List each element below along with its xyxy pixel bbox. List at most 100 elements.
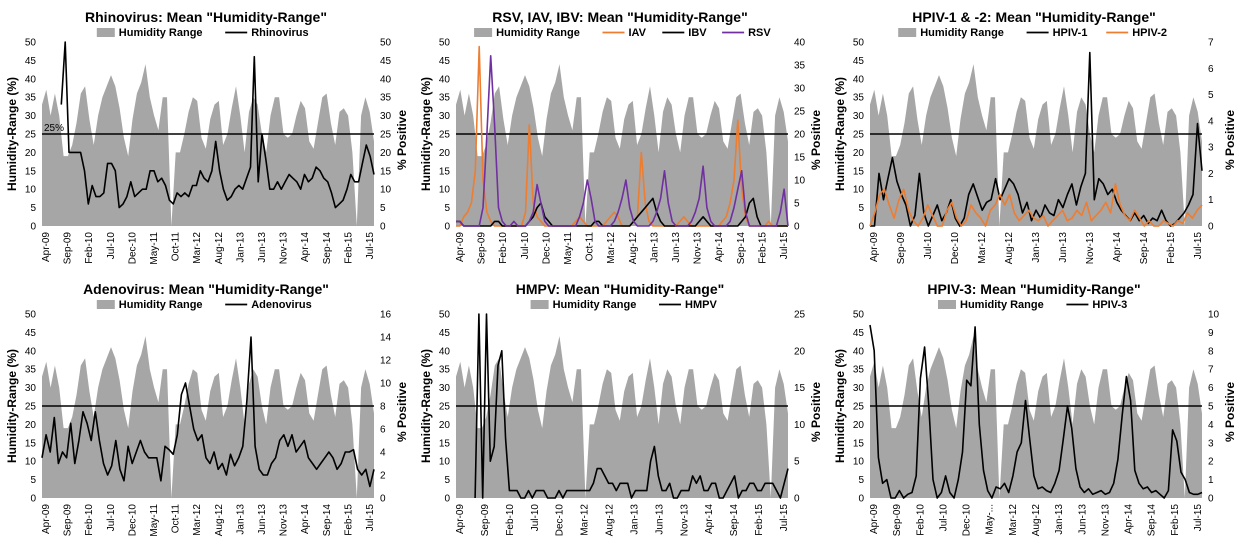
x-tick-label: Feb-10 [915, 504, 926, 536]
x-tick-label: Jan-13 [649, 232, 660, 263]
y2-tick-label: 4 [1208, 116, 1214, 127]
series-line-adenovirus [41, 336, 375, 488]
y-tick-label: 5 [30, 475, 36, 486]
y2-tick-label: 5 [794, 457, 800, 468]
y2-tick-label: 0 [1208, 222, 1214, 233]
y-tick-label: 15 [25, 438, 37, 449]
x-tick-label: Jul-15 [779, 232, 790, 260]
humidity-range-area [42, 336, 374, 498]
y2-tick-label: 6 [380, 425, 386, 436]
y-tick-label: 35 [439, 365, 451, 376]
x-tick-label: Jun-13 [1077, 504, 1088, 535]
y-tick-label: 30 [439, 111, 451, 122]
x-tick-label: Apr-14 [300, 504, 311, 534]
y-tick-label: 0 [858, 222, 864, 233]
x-tick-label: Aug-12 [628, 232, 639, 265]
y-axis-label: Humidity-Range (%) [419, 77, 433, 191]
y-axis-label: Humidity-Range (%) [419, 349, 433, 463]
x-tick-label: Sep-09 [63, 232, 74, 265]
series-line-hmpv [474, 313, 789, 499]
y2-tick-label: 16 [380, 310, 392, 321]
y-tick-label: 20 [25, 420, 37, 431]
x-tick-label: May-... [985, 504, 996, 535]
x-tick-label: Jul-10 [530, 504, 541, 532]
y-tick-label: 20 [439, 148, 451, 159]
x-tick-label: Sep-09 [477, 232, 488, 265]
y-tick-label: 30 [25, 383, 37, 394]
y-tick-label: 30 [853, 111, 865, 122]
y-tick-label: 45 [439, 328, 451, 339]
y-tick-label: 45 [25, 328, 37, 339]
x-tick-label: Sep-14 [1147, 504, 1158, 537]
chart-svg: Rhinovirus: Mean "Humidity-Range" 0 5 10 15 2… [5, 9, 409, 265]
y-tick-label: 0 [30, 222, 36, 233]
legend-item-adenovirus: Adenovirus [225, 299, 312, 311]
chart-title: HPIV-1 & -2: Mean "Humidity-Range" [912, 9, 1156, 25]
y2-tick-label: 4 [380, 448, 386, 459]
y-tick-label: 20 [25, 148, 37, 159]
x-tick-label: Sep-09 [480, 504, 491, 537]
x-tick-label: Oct-11 [171, 232, 182, 262]
legend-label: Adenovirus [251, 299, 312, 311]
x-tick-label: Dec-10 [541, 232, 552, 265]
y-tick-label: 25 [853, 130, 865, 141]
x-tick-label: Sep-14 [1139, 232, 1150, 265]
legend-swatch [474, 28, 493, 37]
y-axis-label: Humidity-Range (%) [5, 349, 19, 463]
y2-axis-label: % Positive [809, 110, 823, 170]
y2-tick-label: 15 [380, 166, 392, 177]
x-tick-label: Apr-09 [41, 504, 52, 534]
y-tick-label: 35 [853, 93, 865, 104]
x-tick-label: Feb-15 [343, 232, 354, 264]
legend-label: Humidity Range [119, 299, 203, 311]
x-tick-label: Nov-13 [1100, 504, 1111, 537]
legend-label: HPIV-3 [1092, 299, 1127, 311]
legend-label: Humidity Range [920, 27, 1004, 39]
legend-item-humidity-range: Humidity Range [898, 27, 1004, 39]
chart-hpiv-3: HPIV-3: Mean "Humidity-Range" 0 5 10 15 20 25 3… [828, 272, 1240, 542]
y-tick-label: 20 [853, 148, 865, 159]
x-tick-label: May-11 [563, 232, 574, 265]
legend-label: HPIV-1 [1053, 27, 1088, 39]
y-tick-label: 5 [858, 475, 864, 486]
y-tick-label: 50 [853, 38, 865, 49]
x-tick-label: Mar-12 [977, 232, 988, 264]
y2-tick-label: 5 [380, 203, 386, 214]
chart-hmpv: HMPV: Mean "Humidity-Range" 0 5 10 15 20 25 30 3… [414, 272, 826, 542]
y2-tick-label: 25 [794, 107, 806, 118]
legend-swatch [898, 28, 917, 37]
y2-tick-label: 8 [1208, 346, 1214, 357]
x-tick-label: Jun-13 [654, 504, 665, 535]
y2-axis-label: % Positive [395, 382, 409, 442]
chart-rhinovirus: Rhinovirus: Mean "Humidity-Range" 0 5 10 15 2… [0, 0, 412, 270]
chart-adenovirus: Adenovirus: Mean "Humidity-Range" 0 5 10 15 2… [0, 272, 412, 542]
legend-label: Humidity Range [960, 299, 1044, 311]
x-tick-label: Sep-14 [736, 232, 747, 265]
chart-svg: HPIV-3: Mean "Humidity-Range"05101520253… [833, 281, 1237, 537]
x-tick-label: May-11 [149, 504, 160, 537]
y-tick-label: 0 [30, 494, 36, 505]
reference-line-label: 25% [44, 123, 64, 134]
y-tick-label: 40 [853, 346, 865, 357]
legend-item-humidity-range: Humidity Range [938, 299, 1044, 311]
x-tick-label: Dec-10 [127, 232, 138, 265]
y2-tick-label: 15 [794, 153, 806, 164]
x-tick-label: Nov-13 [279, 232, 290, 265]
humidity-range-area [456, 64, 788, 226]
y2-axis-label: % Positive [395, 110, 409, 170]
y-tick-label: 10 [25, 185, 37, 196]
legend-swatch [530, 300, 549, 309]
legend-item-hmpv: HMPV [659, 299, 717, 311]
y2-tick-label: 15 [794, 383, 806, 394]
x-tick-label: Jul-15 [365, 232, 376, 260]
x-tick-label: Apr-09 [455, 232, 466, 262]
legend-label: RSV [748, 27, 771, 39]
y-tick-label: 40 [439, 346, 451, 357]
x-tick-label: Apr-14 [714, 232, 725, 262]
x-tick-label: Mar-12 [606, 232, 617, 264]
y2-tick-label: 14 [380, 333, 392, 344]
y-tick-label: 50 [439, 38, 451, 49]
chart-title: HMPV: Mean "Humidity-Range" [516, 281, 725, 297]
y2-tick-label: 40 [794, 38, 806, 49]
humidity-range-area [870, 64, 1202, 226]
